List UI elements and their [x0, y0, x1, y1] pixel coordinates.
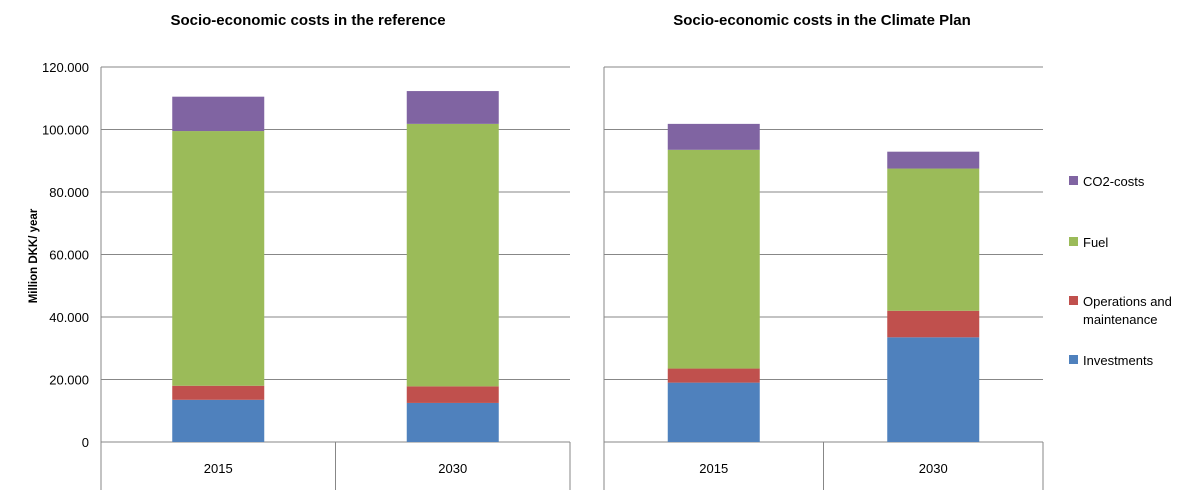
bar-segment-fuel [667, 149, 760, 369]
y-tick-label: 40.000 [49, 310, 89, 325]
bar-segment-fuel [172, 131, 265, 386]
y-tick-label: 100.000 [42, 123, 89, 138]
bar-segment-investments [406, 402, 499, 442]
y-tick-label: 0 [82, 435, 89, 450]
bar-segment-investments [172, 399, 265, 442]
bar-segment-operations-and-maintenance [887, 310, 980, 338]
bar-segment-operations-and-maintenance [667, 368, 760, 383]
bar-segment-co2-costs [172, 96, 265, 132]
bar-segment-fuel [406, 123, 499, 387]
y-tick-label: 120.000 [42, 60, 89, 75]
chart-climate-plan: Socio-economic costs in the Climate Plan… [603, 12, 1044, 490]
bar-segment-investments [667, 382, 760, 442]
legend-label: Fuel [1083, 235, 1108, 250]
bar-segment-co2-costs [667, 123, 760, 150]
legend-swatch [1069, 355, 1078, 364]
y-tick-label: 80.000 [49, 185, 89, 200]
bar-segment-operations-and-maintenance [406, 386, 499, 403]
legend: CO2-costs Fuel Operations and maintenance In… [1069, 174, 1172, 368]
chart-title: Socio-economic costs in the reference [170, 12, 445, 29]
legend-label: CO2-costs [1083, 174, 1145, 189]
bar-segment-investments [887, 337, 980, 442]
x-tick-label: 2015 [204, 461, 233, 476]
legend-label: Operations and [1083, 294, 1172, 309]
legend-swatch [1069, 176, 1078, 185]
legend-swatch [1069, 296, 1078, 305]
y-tick-label: 20.000 [49, 373, 89, 388]
bar-segment-operations-and-maintenance [172, 385, 265, 400]
legend-label: Investments [1083, 353, 1154, 368]
bar-segment-fuel [887, 168, 980, 311]
y-tick-label: 60.000 [49, 248, 89, 263]
x-tick-label: 2030 [438, 461, 467, 476]
legend-swatch [1069, 237, 1078, 246]
y-axis-label: Million DKK/ year [28, 208, 40, 303]
bar-segment-co2-costs [887, 151, 980, 169]
x-tick-label: 2015 [699, 461, 728, 476]
chart-reference: Socio-economic costs in the reference 0 20… [28, 12, 571, 490]
chart-title: Socio-economic costs in the Climate Plan [673, 12, 971, 29]
legend-label: maintenance [1083, 312, 1157, 327]
x-tick-label: 2030 [919, 461, 948, 476]
bar-segment-co2-costs [406, 91, 499, 124]
